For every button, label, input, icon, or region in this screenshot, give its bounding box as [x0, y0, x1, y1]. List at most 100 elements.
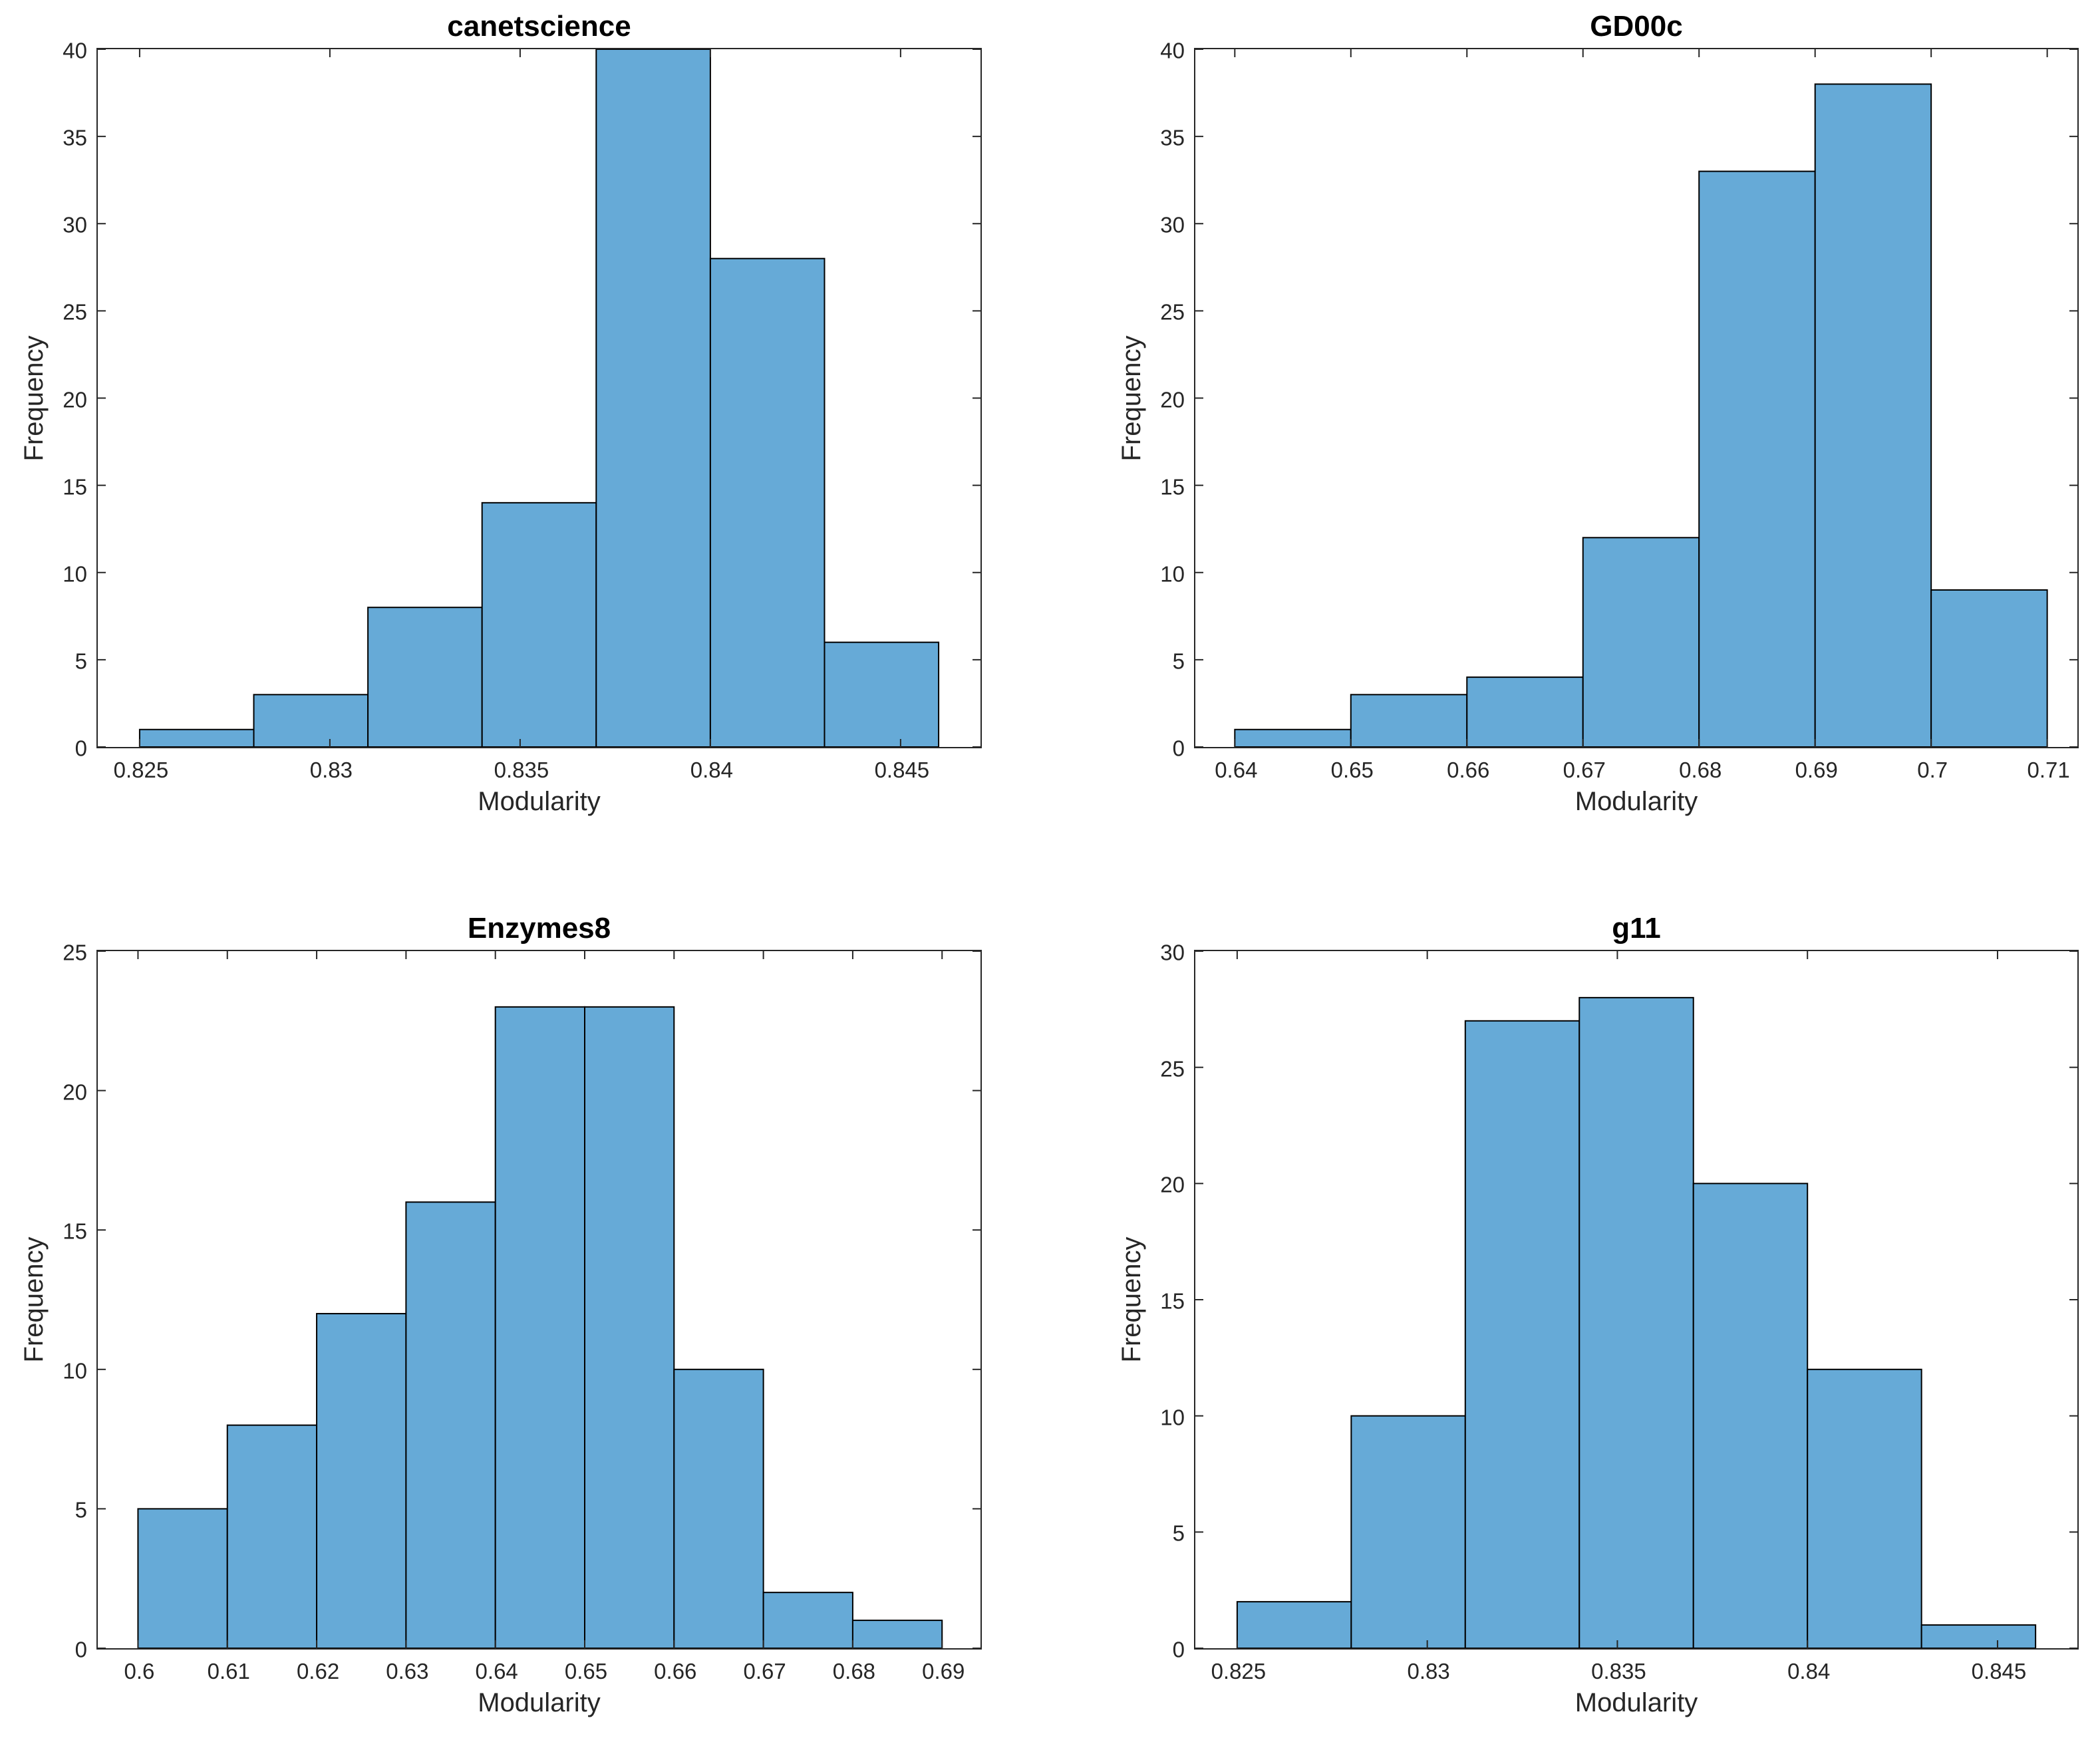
histogram-bar — [709, 257, 825, 747]
x-tick-label: 0.825 — [1211, 1659, 1267, 1683]
y-tick-label: 10 — [1160, 1405, 1185, 1430]
subplot-bottom-left: Enzymes8 Frequency Modularity 0.6 0.61 0.6… — [19, 914, 982, 1716]
x-tick-label: 0.6 — [124, 1659, 155, 1683]
chart-title: GD00c — [1590, 10, 1683, 43]
histogram-plot-area — [98, 49, 980, 747]
histogram-bar — [1234, 728, 1352, 747]
y-tick-label: 40 — [1160, 38, 1185, 63]
y-tick-label: 5 — [1172, 1521, 1185, 1546]
y-axis-label: Frequency — [1117, 335, 1146, 461]
x-tick-label: 0.83 — [309, 758, 353, 782]
x-tick-label: 0.65 — [1330, 758, 1374, 782]
histogram-bar — [762, 1592, 853, 1648]
x-tick-label: 0.62 — [296, 1659, 340, 1683]
y-tick-label: 40 — [63, 38, 87, 63]
histogram-plot-area — [1195, 49, 2077, 747]
x-tick-label: 0.63 — [386, 1659, 429, 1683]
x-tick-label: 0.66 — [1447, 758, 1490, 782]
y-tick-label: 25 — [63, 299, 87, 325]
chart-title: g11 — [1612, 912, 1661, 945]
histogram-bar — [584, 1006, 675, 1648]
histogram-bar — [1698, 170, 1816, 747]
y-tick-label: 25 — [1160, 1056, 1185, 1082]
y-tick-label: 0 — [75, 736, 87, 761]
histogram-bar — [1578, 996, 1694, 1648]
histogram-bar — [1236, 1601, 1352, 1648]
x-tick-label: 0.64 — [475, 1659, 518, 1683]
y-tick-label: 35 — [63, 125, 87, 150]
histogram-bar — [851, 1620, 943, 1648]
x-axis-label: Modularity — [1575, 1688, 1698, 1717]
histogram-bar — [595, 49, 711, 747]
histogram-bar — [1582, 537, 1700, 747]
histogram-bar — [367, 607, 483, 747]
x-tick-label: 0.67 — [1563, 758, 1606, 782]
chart-title: Enzymes8 — [467, 912, 611, 945]
chart-title: canetscience — [447, 10, 631, 43]
histogram-bar — [1350, 694, 1468, 747]
y-axis-label: Frequency — [1117, 1236, 1146, 1363]
histogram-bar — [316, 1312, 407, 1648]
x-tick-label: 0.84 — [690, 758, 734, 782]
x-tick-label: 0.83 — [1407, 1659, 1450, 1683]
x-axis-label: Modularity — [478, 787, 601, 816]
x-tick-label: 0.845 — [874, 758, 930, 782]
histogram-bar — [824, 641, 940, 747]
histogram-bar — [673, 1368, 764, 1648]
x-tick-label: 0.825 — [113, 758, 169, 782]
histogram-plot-area — [1195, 951, 2077, 1648]
y-tick-label: 25 — [63, 940, 87, 965]
histogram-plot-area — [98, 951, 980, 1648]
y-tick-label: 20 — [63, 387, 87, 412]
y-tick-label: 10 — [63, 561, 87, 587]
histogram-bar — [253, 694, 369, 747]
histogram-bar — [405, 1201, 496, 1648]
subplot-top-left: canetscience Frequency Modularity 0.825 0… — [19, 12, 982, 815]
x-tick-label: 0.845 — [1971, 1659, 2027, 1683]
y-tick-label: 10 — [63, 1358, 87, 1383]
x-tick-label: 0.835 — [1591, 1659, 1646, 1683]
x-tick-label: 0.84 — [1787, 1659, 1831, 1683]
x-tick-label: 0.71 — [2027, 758, 2070, 782]
histogram-bar — [1692, 1183, 1809, 1648]
y-tick-label: 15 — [1160, 474, 1185, 500]
histogram-bar — [1464, 1020, 1580, 1648]
histogram-bar — [1807, 1368, 1922, 1648]
histogram-bar — [226, 1424, 318, 1648]
y-tick-label: 25 — [1160, 299, 1185, 325]
y-tick-label: 0 — [75, 1637, 87, 1662]
histogram-bar — [137, 1508, 228, 1648]
y-tick-label: 5 — [1172, 649, 1185, 674]
y-tick-label: 0 — [1172, 1637, 1185, 1662]
x-tick-label: 0.65 — [564, 1659, 608, 1683]
y-tick-label: 15 — [63, 474, 87, 500]
x-tick-label: 0.68 — [1679, 758, 1722, 782]
y-tick-label: 0 — [1172, 736, 1185, 761]
histogram-bar — [1814, 83, 1932, 747]
y-tick-label: 30 — [1160, 212, 1185, 237]
histogram-bar — [494, 1006, 585, 1648]
x-tick-label: 0.68 — [832, 1659, 876, 1683]
x-tick-label: 0.835 — [494, 758, 549, 782]
subplot-bottom-right: g11 Frequency Modularity 0.825 0.83 0.835 0… — [1117, 914, 2079, 1716]
y-axis-label: Frequency — [19, 335, 49, 461]
histogram-bar — [138, 728, 255, 747]
y-tick-label: 15 — [1160, 1288, 1185, 1314]
x-tick-label: 0.64 — [1215, 758, 1258, 782]
y-tick-label: 30 — [1160, 940, 1185, 965]
y-tick-label: 5 — [75, 1497, 87, 1523]
y-tick-label: 20 — [63, 1080, 87, 1105]
x-tick-label: 0.7 — [1917, 758, 1948, 782]
x-axis-label: Modularity — [1575, 787, 1698, 816]
x-tick-label: 0.69 — [1795, 758, 1838, 782]
y-tick-label: 20 — [1160, 387, 1185, 412]
y-tick-label: 5 — [75, 649, 87, 674]
x-tick-label: 0.67 — [743, 1659, 786, 1683]
y-axis-label: Frequency — [19, 1236, 49, 1363]
x-tick-label: 0.61 — [207, 1659, 250, 1683]
y-tick-label: 30 — [63, 212, 87, 237]
subplot-top-right: GD00c Frequency Modularity 0.64 0.65 0.66 0… — [1117, 12, 2079, 815]
histogram-bar — [1920, 1624, 2037, 1648]
histogram-bar — [1930, 589, 2048, 747]
